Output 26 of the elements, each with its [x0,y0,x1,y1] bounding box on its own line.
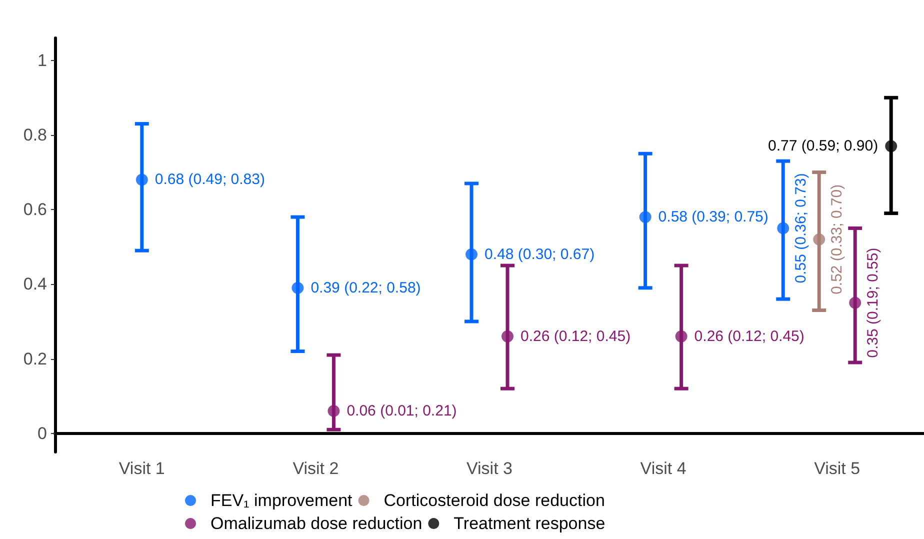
legend-label: FEV₁ improvement [210,491,353,510]
y-tick-label: 0.8 [23,125,47,144]
data-label: 0.39 (0.22; 0.58) [310,279,421,296]
data-label: 0.52 (0.33; 0.70) [828,184,846,294]
x-tick-label: Visit 4 [640,459,686,478]
x-tick-label: Visit 2 [292,459,339,478]
data-label: 0.48 (0.30; 0.67) [484,246,595,263]
data-label: 0.77 (0.59; 0.90) [768,138,878,155]
y-tick-label: 0.4 [23,274,47,294]
x-tick-label: Visit 1 [118,459,165,478]
data-label: 0.26 (0.12; 0.45) [520,328,631,345]
y-tick-label: 0 [38,424,47,443]
legend-label: Corticosteroid dose reduction [384,491,605,510]
data-label: 0.35 (0.19; 0.55) [864,248,882,358]
data-label: 0.26 (0.12; 0.45) [694,328,804,345]
y-tick-label: 0.6 [23,200,47,220]
legend-label: Treatment response [454,514,606,533]
y-tick-label: 0.2 [23,349,47,368]
x-tick-label: Visit 5 [814,459,860,478]
data-label: 0.55 (0.36; 0.73) [792,173,810,284]
data-label: 0.06 (0.01; 0.21) [346,402,457,420]
data-label: 0.68 (0.49; 0.83) [154,171,265,188]
data-label: 0.58 (0.39; 0.75) [658,208,768,226]
legend-label: Omalizumab dose reduction [210,514,422,533]
y-tick-label: 1 [38,50,47,70]
x-tick-label: Visit 3 [466,459,512,478]
